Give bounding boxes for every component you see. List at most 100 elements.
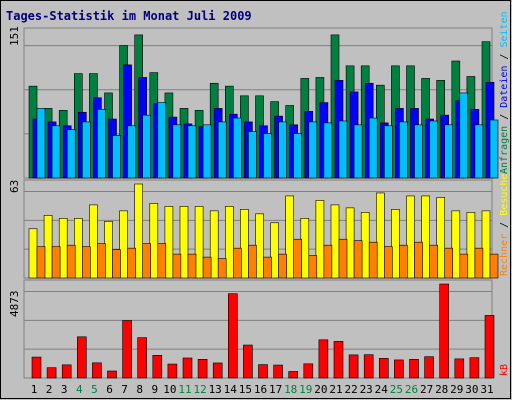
bar-kb-day-28 [439, 283, 450, 379]
bar-kb-day-30 [469, 357, 480, 379]
bar-seiten-day-11 [187, 125, 197, 179]
bar-kb-day-2 [46, 367, 57, 379]
x-tick-label-day-10: 10 [163, 383, 176, 396]
x-tick-label-day-16: 16 [254, 383, 267, 396]
x-tick-label-day-8: 8 [136, 383, 143, 396]
bar-rechner-day-17 [278, 253, 287, 279]
x-tick-label-day-22: 22 [344, 383, 357, 396]
bar-seiten-day-22 [353, 124, 363, 179]
bar-rechner-day-26 [414, 241, 423, 279]
legend-top-item-1: / [499, 108, 510, 126]
bar-kb-day-19 [303, 363, 314, 379]
x-tick-label-day-1: 1 [31, 383, 38, 396]
x-tick-label-day-19: 19 [299, 383, 312, 396]
legend-top-item-4: Seiten [499, 11, 510, 47]
bar-rechner-day-20 [323, 244, 333, 279]
bar-kb-day-13 [212, 362, 223, 379]
bar-seiten-day-23 [368, 117, 378, 179]
bar-kb-day-17 [273, 364, 283, 379]
bar-kb-day-26 [409, 359, 419, 379]
bar-besuche-day-31 [481, 210, 491, 279]
bar-seiten-day-31 [489, 119, 499, 179]
legend-bottom: kB [499, 364, 510, 376]
bar-kb-day-16 [258, 364, 268, 379]
x-tick-label-day-2: 2 [46, 383, 53, 396]
legend-top-item-0: Anfragen [499, 126, 510, 174]
bar-besuche-day-25 [391, 209, 400, 279]
bar-besuche-day-18 [285, 195, 295, 279]
x-tick-label-day-11: 11 [178, 383, 191, 396]
bar-rechner-day-5 [97, 243, 106, 279]
bar-kb-day-8 [137, 337, 147, 379]
y-max-label-bottom: 4873 [8, 291, 21, 318]
bar-kb-day-10 [167, 363, 178, 379]
x-tick-label-day-30: 30 [465, 383, 478, 396]
x-tick-label-day-20: 20 [314, 383, 327, 396]
bar-seiten-day-17 [278, 121, 287, 179]
bar-rechner-day-30 [474, 247, 484, 279]
x-tick-label-day-9: 9 [151, 383, 158, 396]
bar-rechner-day-1 [36, 246, 46, 279]
bar-besuche-day-8 [134, 183, 143, 279]
bar-rechner-day-31 [489, 253, 499, 279]
x-tick-label-day-21: 21 [329, 383, 342, 396]
x-tick-label-day-5: 5 [91, 383, 98, 396]
bar-besuche-day-28 [436, 197, 446, 279]
x-tick-label-day-6: 6 [106, 383, 113, 396]
bar-seiten-day-3 [66, 129, 76, 179]
bar-rechner-day-13 [217, 258, 227, 279]
x-tick-label-day-23: 23 [360, 383, 373, 396]
x-tick-label-day-17: 17 [269, 383, 282, 396]
bar-besuche-day-11 [179, 206, 189, 279]
bar-rechner-day-29 [459, 253, 469, 279]
bar-seiten-day-27 [429, 120, 438, 179]
bar-kb-day-11 [182, 357, 193, 379]
bar-rechner-day-6 [112, 249, 121, 279]
bar-seiten-day-14 [233, 117, 242, 179]
bar-kb-day-9 [152, 355, 163, 379]
bar-besuche-day-9 [149, 203, 159, 279]
bar-besuche-day-30 [466, 212, 476, 279]
bar-seiten-day-4 [82, 121, 91, 179]
bar-rechner-day-11 [187, 253, 197, 279]
bar-rechner-day-7 [127, 247, 136, 279]
bar-besuche-day-4 [74, 218, 83, 279]
bar-kb-day-31 [484, 315, 495, 379]
bar-seiten-day-7 [127, 125, 136, 179]
bar-besuche-day-14 [225, 206, 234, 279]
bar-kb-day-29 [454, 358, 465, 379]
bar-besuche-day-22 [345, 207, 355, 279]
x-tick-label-day-28: 28 [435, 383, 448, 396]
bar-rechner-day-8 [142, 243, 151, 279]
bar-kb-day-24 [378, 358, 389, 379]
bar-kb-day-6 [107, 370, 117, 379]
bar-kb-day-15 [243, 344, 253, 379]
x-tick-label-day-4: 4 [76, 383, 83, 396]
x-tick-label-day-18: 18 [284, 383, 297, 396]
bar-seiten-day-8 [142, 114, 151, 179]
bar-besuche-day-1 [28, 228, 38, 279]
x-tick-label-day-3: 3 [61, 383, 68, 396]
bar-besuche-day-21 [330, 204, 340, 279]
bar-kb-day-22 [348, 354, 359, 379]
x-tick-label-day-26: 26 [405, 383, 418, 396]
bar-rechner-day-14 [233, 247, 242, 279]
bar-seiten-day-15 [248, 131, 257, 179]
bar-rechner-day-10 [172, 253, 182, 279]
x-tick-label-day-29: 29 [450, 383, 463, 396]
bar-seiten-day-25 [399, 121, 408, 179]
bar-rechner-day-28 [444, 247, 454, 279]
x-tick-label-day-31: 31 [480, 383, 493, 396]
chart-title: Tages-Statistik im Monat Juli 2009 [6, 9, 252, 23]
legend-top-item-3: / [499, 48, 510, 66]
bars [28, 34, 499, 379]
bar-rechner-day-15 [248, 244, 257, 279]
bar-rechner-day-2 [51, 246, 61, 279]
bar-kb-day-5 [92, 362, 102, 379]
x-axis-labels: 1 2 3 4 5 6 7 8 9 10 11 12 13 14 15 16 17 18 19 20 21 22 23 24 2… [31, 383, 494, 396]
bar-kb-day-3 [61, 364, 72, 379]
